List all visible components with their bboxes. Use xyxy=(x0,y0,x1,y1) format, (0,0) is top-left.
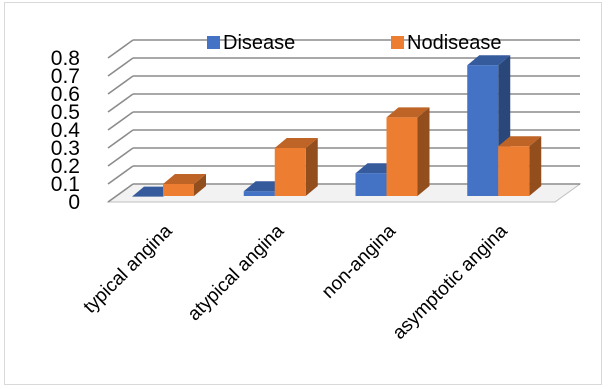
bar-nodisease-typical-angina xyxy=(163,174,206,196)
gridline-wall xyxy=(107,39,134,59)
y-tick-label: 0.6 xyxy=(51,83,80,106)
y-axis-ticks: 00.10.20.30.40.50.60.70.8 xyxy=(51,47,81,214)
x-tick-label-atypical-angina: atypical angina xyxy=(184,220,289,325)
bar-top xyxy=(386,107,430,118)
bar-side xyxy=(194,174,206,196)
gridline-wall xyxy=(107,129,134,149)
bar-front xyxy=(243,191,275,196)
gridline-wall xyxy=(107,147,134,167)
bar-top xyxy=(498,136,542,147)
y-tick-label: 0.1 xyxy=(51,173,80,196)
bar-side xyxy=(529,136,542,196)
y-tick-label: 0 xyxy=(68,191,80,214)
gridline-wall xyxy=(107,75,134,95)
y-tick-label: 0.5 xyxy=(51,101,80,124)
bar-nodisease-asymptotic-angina xyxy=(498,136,542,196)
bar-top xyxy=(274,138,318,148)
bar-front xyxy=(498,146,530,196)
y-tick-label: 0.2 xyxy=(51,155,80,178)
gridline-wall xyxy=(107,165,134,185)
gridline-wall xyxy=(107,57,134,77)
bar-front xyxy=(467,65,499,196)
bar-nodisease-atypical-angina xyxy=(274,138,318,196)
bars xyxy=(132,55,542,197)
y-tick-label: 0.3 xyxy=(51,137,80,160)
legend-label-nodisease: Nodisease xyxy=(407,32,502,54)
gridline-wall xyxy=(107,111,134,131)
x-tick-label-typical-angina: typical angina xyxy=(80,220,177,317)
bar-front xyxy=(163,184,194,196)
bar-top xyxy=(163,174,206,184)
x-axis-labels: typical angina atypical angina non-anginaa… xyxy=(80,220,513,343)
bar-nodisease-non-angina xyxy=(386,107,430,196)
legend-label-disease: Disease xyxy=(223,32,295,54)
gridline-wall xyxy=(107,93,134,113)
bar-front xyxy=(355,173,387,196)
bar-front xyxy=(274,148,306,196)
bar-side xyxy=(417,107,430,196)
y-tick-label: 0.7 xyxy=(51,65,80,88)
y-tick-label: 0.8 xyxy=(51,47,80,70)
y-tick-label: 0.4 xyxy=(51,119,81,142)
bar-side xyxy=(305,138,318,196)
legend: Disease Nodisease xyxy=(207,32,502,54)
bar-front xyxy=(386,117,418,196)
x-tick-label-non-angina: non-angina xyxy=(318,220,400,302)
bar-top xyxy=(467,55,511,66)
legend-swatch-disease xyxy=(207,36,220,49)
gridline-wall xyxy=(107,183,134,203)
legend-swatch-nodisease xyxy=(391,36,404,49)
x-tick-label-asymptotic-angina: asymptotic angina xyxy=(389,220,512,343)
